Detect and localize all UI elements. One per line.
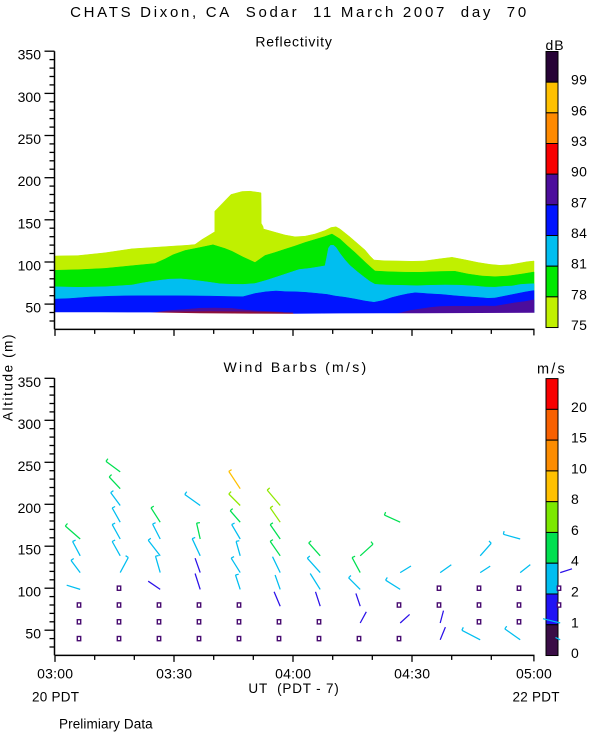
- svg-text:1: 1: [571, 614, 579, 630]
- svg-text:Wind Barbs (m/s): Wind Barbs (m/s): [224, 359, 369, 375]
- svg-text:05:00: 05:00: [516, 666, 552, 682]
- svg-text:15: 15: [571, 430, 587, 446]
- svg-text:350: 350: [18, 47, 42, 63]
- svg-text:10: 10: [571, 460, 587, 476]
- svg-text:84: 84: [571, 225, 587, 241]
- svg-text:Altitude (m): Altitude (m): [1, 333, 16, 421]
- svg-text:m/s: m/s: [537, 362, 567, 378]
- svg-text:150: 150: [18, 542, 42, 558]
- svg-text:87: 87: [571, 194, 587, 210]
- svg-text:8: 8: [571, 491, 579, 507]
- svg-text:81: 81: [571, 256, 587, 272]
- svg-text:350: 350: [18, 374, 42, 390]
- svg-text:50: 50: [25, 626, 41, 642]
- svg-text:250: 250: [18, 458, 42, 474]
- svg-text:CHATS Dixon, CA Sodar 11 Mar: CHATS Dixon, CA Sodar 11 March 2007 day …: [70, 4, 529, 21]
- svg-text:90: 90: [571, 164, 587, 180]
- svg-text:UT (PDT - 7): UT (PDT - 7): [248, 681, 339, 696]
- svg-text:96: 96: [571, 102, 587, 118]
- svg-text:200: 200: [18, 500, 42, 516]
- svg-text:2: 2: [571, 584, 579, 600]
- svg-text:20 PDT: 20 PDT: [32, 690, 79, 705]
- svg-text:dB: dB: [545, 37, 564, 53]
- svg-text:78: 78: [571, 286, 587, 302]
- svg-text:0: 0: [571, 645, 579, 661]
- svg-text:250: 250: [18, 131, 42, 147]
- svg-text:22 PDT: 22 PDT: [513, 690, 560, 705]
- svg-text:6: 6: [571, 522, 579, 538]
- svg-text:93: 93: [571, 133, 587, 149]
- svg-text:20: 20: [571, 399, 587, 415]
- svg-text:99: 99: [571, 72, 587, 88]
- svg-text:100: 100: [18, 584, 42, 600]
- svg-text:300: 300: [18, 416, 42, 432]
- svg-text:100: 100: [18, 258, 42, 274]
- svg-text:03:30: 03:30: [156, 666, 192, 682]
- svg-text:150: 150: [18, 215, 42, 231]
- svg-text:300: 300: [18, 89, 42, 105]
- svg-text:4: 4: [571, 553, 579, 569]
- svg-text:04:30: 04:30: [394, 666, 430, 682]
- svg-text:200: 200: [18, 173, 42, 189]
- svg-text:Reflectivity: Reflectivity: [255, 34, 332, 50]
- svg-text:50: 50: [25, 300, 41, 316]
- svg-text:75: 75: [571, 317, 587, 333]
- svg-text:04:00: 04:00: [275, 666, 311, 682]
- svg-text:03:00: 03:00: [37, 666, 73, 682]
- svg-text:Prelimiary Data: Prelimiary Data: [59, 717, 153, 732]
